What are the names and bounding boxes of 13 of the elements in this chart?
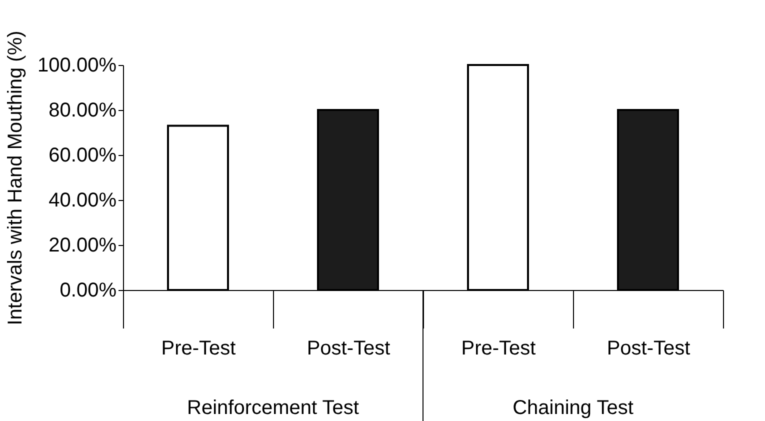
y-axis-title: Intervals with Hand Mouthing (%) (4, 30, 27, 326)
y-tick-label: 60.00% (48, 144, 117, 166)
x-tick-label: Pre-Test (161, 338, 236, 360)
y-tick-label: 100.00% (38, 54, 117, 76)
y-tick-label: 40.00% (48, 190, 117, 212)
text: Reinforcement Test (187, 397, 360, 419)
y-tick-label: 0.00% (60, 280, 117, 302)
text: Chaining Test (512, 397, 634, 419)
x-tick-label: Pre-Test (461, 338, 536, 360)
x-tick-label: Post-Test (306, 338, 391, 360)
x-tick-label: Post-Test (606, 338, 691, 360)
y-tick-label: 20.00% (48, 234, 117, 256)
y-tick-label: 80.00% (48, 100, 117, 122)
